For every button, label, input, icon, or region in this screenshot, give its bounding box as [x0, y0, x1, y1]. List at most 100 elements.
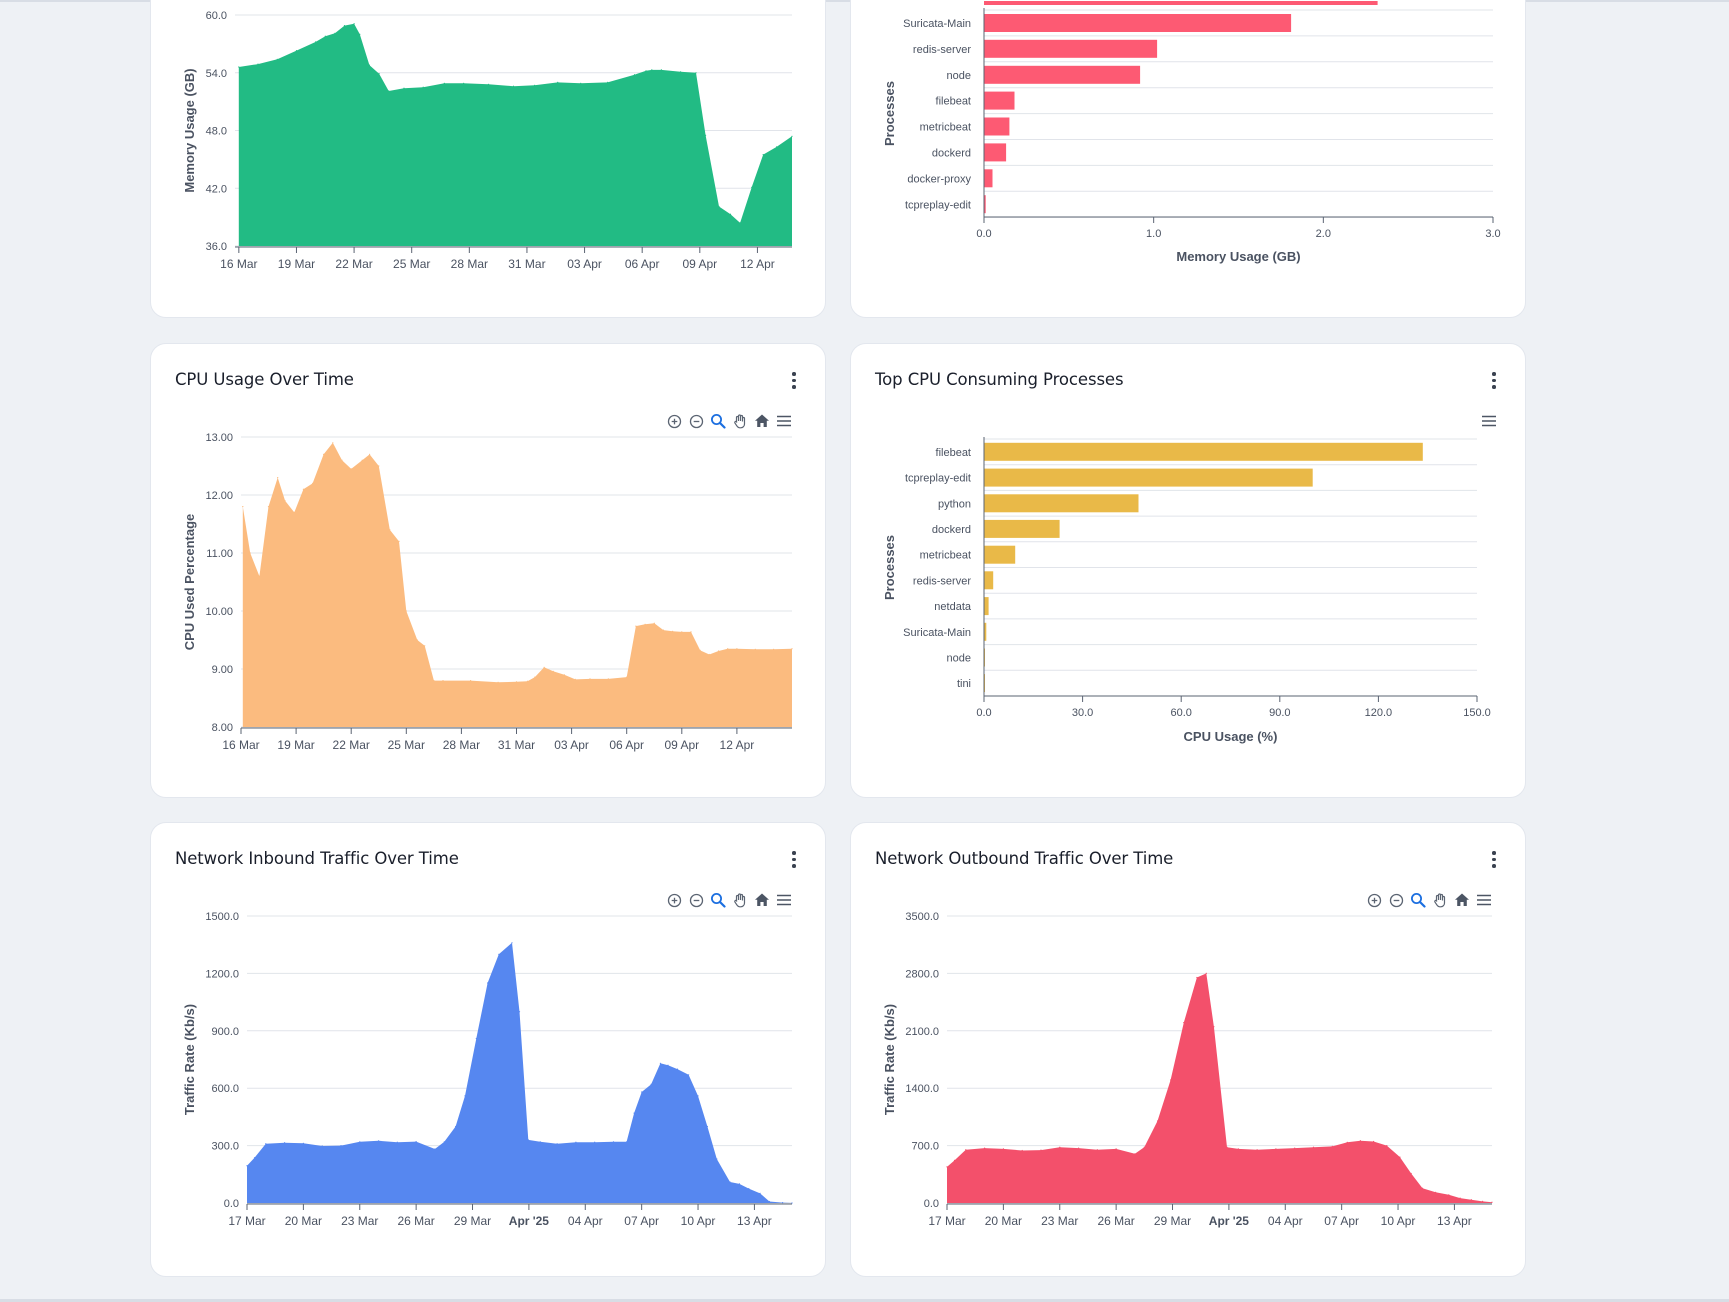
y-tick-label: 54.0: [206, 68, 227, 80]
x-tick-label: 23 Mar: [341, 1214, 378, 1228]
data-point: [433, 680, 435, 682]
x-tick-label: 30.0: [1072, 707, 1093, 719]
data-point: [415, 1141, 417, 1143]
data-point: [633, 1112, 635, 1114]
y-tick-label: 10.00: [205, 606, 233, 618]
selection-zoom-icon[interactable]: [709, 412, 727, 430]
data-point: [424, 645, 426, 647]
data-point: [563, 674, 565, 676]
data-point: [716, 1158, 718, 1160]
category-label: node: [947, 70, 971, 82]
zoom-in-icon[interactable]: [665, 891, 683, 909]
x-tick-label: 16 Mar: [220, 257, 257, 271]
data-point: [293, 511, 295, 513]
data-point: [1470, 1199, 1472, 1201]
data-point: [487, 83, 490, 85]
zoom-in-icon[interactable]: [665, 412, 683, 430]
y-tick-label: 0.0: [924, 1198, 939, 1210]
pan-hand-icon[interactable]: [1431, 891, 1449, 909]
data-point: [1373, 1140, 1375, 1143]
more-options-icon[interactable]: [1491, 372, 1497, 390]
data-point: [323, 453, 325, 455]
x-tick-label: 19 Mar: [277, 738, 314, 752]
menu-icon[interactable]: [1480, 412, 1498, 430]
data-point: [498, 953, 500, 955]
y-tick-label: 900.0: [211, 1026, 239, 1038]
x-tick-label: 29 Mar: [454, 1214, 491, 1228]
menu-icon[interactable]: [775, 412, 793, 430]
bar: [984, 545, 1016, 564]
pan-hand-icon[interactable]: [731, 412, 749, 430]
y-axis-title: CPU Used Percentage: [182, 514, 197, 651]
data-point: [443, 82, 445, 84]
data-point: [422, 86, 424, 88]
x-tick-label: 20 Mar: [285, 1214, 322, 1228]
data-point: [651, 69, 653, 71]
x-tick-label: 12 Apr: [720, 738, 755, 752]
category-label: netdata: [934, 601, 972, 613]
data-point: [1399, 1156, 1401, 1158]
x-axis-title: CPU Usage (%): [1184, 729, 1278, 744]
data-point: [653, 622, 655, 624]
x-tick-label: 28 Mar: [451, 257, 488, 271]
data-point: [340, 1145, 342, 1147]
bar: [984, 169, 993, 188]
data-point: [575, 1141, 577, 1143]
data-point: [378, 73, 380, 75]
x-tick-label: 23 Mar: [1041, 1214, 1078, 1228]
data-point: [705, 134, 707, 136]
data-point: [650, 1083, 652, 1085]
data-point: [556, 1143, 558, 1145]
home-reset-icon[interactable]: [753, 891, 771, 909]
menu-icon[interactable]: [775, 891, 793, 909]
data-point: [557, 81, 559, 83]
data-point: [626, 676, 628, 678]
x-tick-label: 28 Mar: [443, 738, 480, 752]
data-point: [512, 85, 515, 87]
card-title: Network Inbound Traffic Over Time: [175, 849, 459, 868]
home-reset-icon[interactable]: [1453, 891, 1471, 909]
data-point: [676, 1068, 679, 1070]
x-tick-label: 03 Apr: [567, 257, 602, 271]
x-tick-label: 22 Mar: [335, 257, 372, 271]
data-point: [1156, 1120, 1159, 1122]
data-point: [343, 25, 346, 27]
data-point: [284, 500, 286, 502]
menu-icon[interactable]: [1475, 891, 1493, 909]
data-point: [662, 629, 664, 631]
zoom-out-icon[interactable]: [1387, 891, 1405, 909]
home-reset-icon[interactable]: [753, 412, 771, 430]
selection-zoom-icon[interactable]: [1409, 891, 1427, 909]
y-tick-label: 48.0: [206, 126, 227, 138]
x-tick-label: 07 Apr: [1324, 1214, 1359, 1228]
data-point: [249, 552, 251, 554]
x-tick-label: 1.0: [1146, 228, 1161, 240]
area-series: [247, 942, 792, 1203]
data-point: [284, 1142, 286, 1144]
x-tick-label: 3.0: [1485, 228, 1500, 240]
x-tick-label: 06 Apr: [625, 257, 660, 271]
more-options-icon[interactable]: [1491, 851, 1497, 869]
data-point: [257, 63, 259, 65]
x-tick-label: 26 Mar: [397, 1214, 434, 1228]
bar: [984, 622, 987, 641]
selection-zoom-icon[interactable]: [709, 891, 727, 909]
category-label: metricbeat: [920, 550, 971, 562]
category-label: tini: [957, 678, 971, 690]
pan-hand-icon[interactable]: [731, 891, 749, 909]
zoom-out-icon[interactable]: [687, 891, 705, 909]
y-tick-label: 2100.0: [905, 1026, 939, 1038]
x-tick-label: 03 Apr: [554, 738, 589, 752]
zoom-in-icon[interactable]: [1365, 891, 1383, 909]
more-options-icon[interactable]: [791, 372, 797, 390]
data-point: [442, 680, 444, 682]
y-tick-label: 700.0: [911, 1141, 939, 1153]
more-options-icon[interactable]: [791, 851, 797, 869]
zoom-out-icon[interactable]: [687, 412, 705, 430]
data-point: [626, 1141, 628, 1143]
card-title: Network Outbound Traffic Over Time: [875, 849, 1174, 868]
data-point: [718, 205, 720, 208]
data-point: [773, 648, 775, 650]
data-point: [526, 680, 529, 682]
data-point: [759, 1192, 761, 1194]
